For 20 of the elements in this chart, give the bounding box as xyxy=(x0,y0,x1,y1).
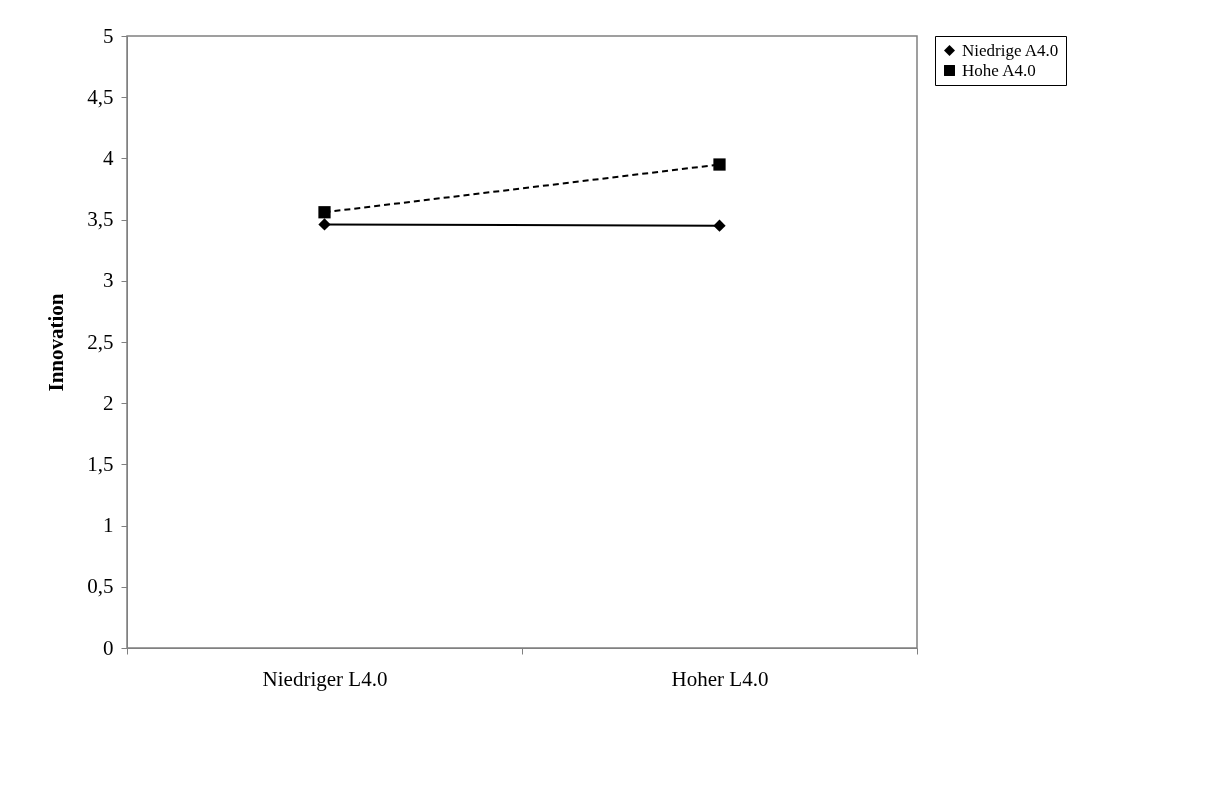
point xyxy=(713,158,726,171)
y-tick-label: 3,5 xyxy=(87,207,114,232)
point xyxy=(318,218,331,231)
y-axis-title: Innovation xyxy=(44,293,69,392)
legend-label: Hohe A4.0 xyxy=(962,60,1036,80)
point xyxy=(713,219,726,232)
y-tick-label: 1,5 xyxy=(87,451,114,476)
y-tick-label: 1 xyxy=(103,513,114,538)
y-tick-label: 2 xyxy=(103,390,114,415)
y-tick-label: 3 xyxy=(103,268,114,293)
y-tick-label: 4,5 xyxy=(87,84,114,109)
point xyxy=(318,206,331,219)
legend-label: Niedrige A4.0 xyxy=(962,40,1059,60)
y-tick-label: 4 xyxy=(103,145,114,170)
y-tick-label: 0,5 xyxy=(87,574,114,599)
y-tick-label: 0 xyxy=(103,635,114,660)
x-tick-label: Hoher L4.0 xyxy=(671,666,769,691)
y-tick-label: 5 xyxy=(103,23,114,48)
y-tick-label: 2,5 xyxy=(87,329,114,354)
x-tick-label: Niedriger L4.0 xyxy=(262,666,388,691)
